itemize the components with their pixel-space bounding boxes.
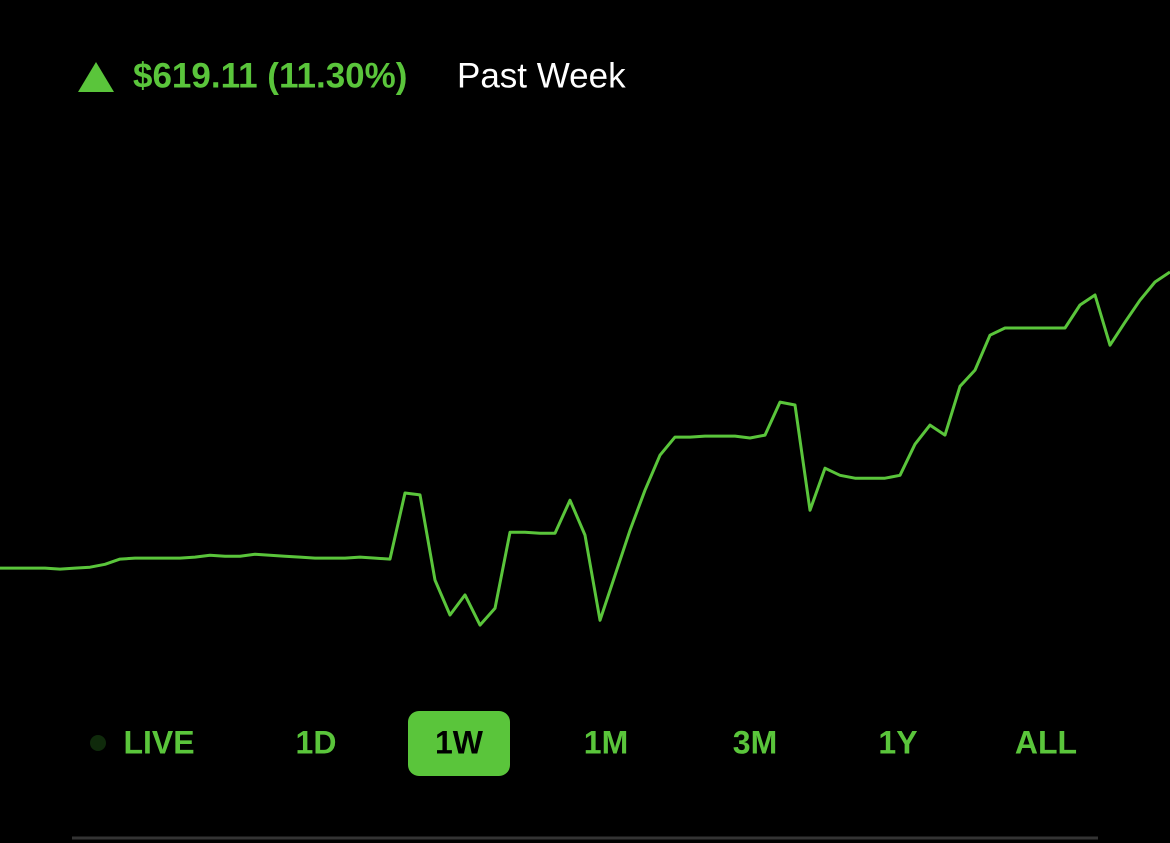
change-text: $619.11 (11.30%) — [133, 56, 407, 95]
range-button[interactable]: LIVE — [123, 724, 194, 760]
live-dot — [90, 735, 106, 751]
range-button[interactable]: 1Y — [878, 724, 917, 760]
range-button[interactable]: 1W — [435, 724, 484, 760]
period-text: Past Week — [457, 56, 626, 95]
up-arrow — [78, 62, 114, 92]
range-button[interactable]: 3M — [733, 724, 777, 760]
price-line — [0, 270, 1170, 627]
range-button[interactable]: 1M — [584, 724, 628, 760]
range-selected-pill — [408, 711, 510, 776]
range-button[interactable]: 1D — [296, 724, 337, 760]
range-button[interactable]: ALL — [1015, 724, 1077, 760]
